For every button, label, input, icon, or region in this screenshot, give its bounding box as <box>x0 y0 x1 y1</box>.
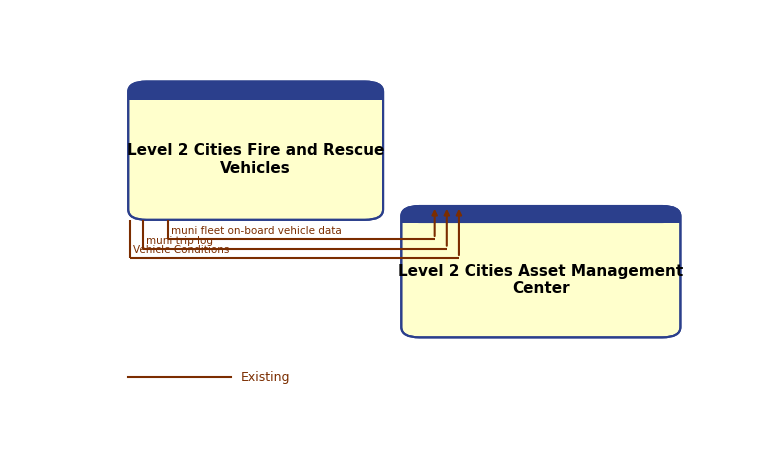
Text: Level 2 Cities Asset Management
Center: Level 2 Cities Asset Management Center <box>399 264 684 296</box>
Text: Level 2 Cities Fire and Rescue
Vehicles: Level 2 Cities Fire and Rescue Vehicles <box>127 144 384 176</box>
Bar <box>128 91 383 100</box>
Text: Vehicle Conditions: Vehicle Conditions <box>133 245 229 255</box>
FancyBboxPatch shape <box>402 206 680 337</box>
FancyBboxPatch shape <box>128 82 383 100</box>
Bar <box>402 215 680 223</box>
FancyBboxPatch shape <box>128 82 383 220</box>
Text: Existing: Existing <box>240 370 290 383</box>
FancyBboxPatch shape <box>402 206 680 223</box>
Text: muni trip log: muni trip log <box>146 236 214 246</box>
Text: muni fleet on-board vehicle data: muni fleet on-board vehicle data <box>171 226 341 236</box>
